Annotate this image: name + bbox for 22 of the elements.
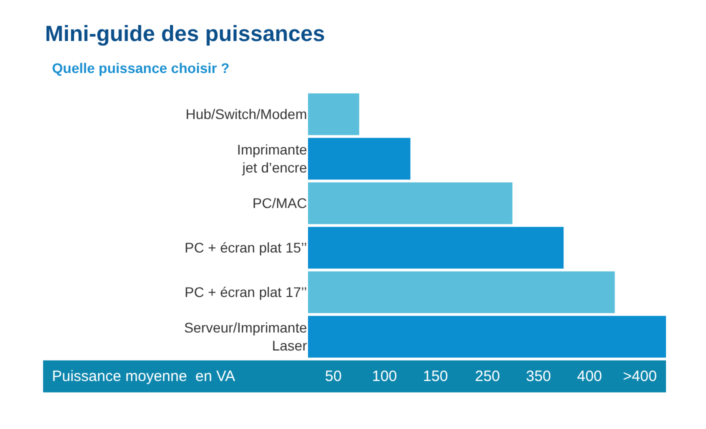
text: Quelle puissance choisir ? (52, 60, 230, 76)
chart-title: Mini-guide des puissances (45, 21, 325, 46)
bar (308, 93, 360, 136)
y-tick-label: Imprimante jet d’encre (236, 142, 308, 176)
y-tick-label: Hub/Switch/Modem (186, 106, 307, 122)
text: 400 (577, 368, 602, 385)
bar (308, 226, 564, 269)
y-tick-label: PC + écran plat 15’’ (184, 240, 307, 256)
bar (308, 271, 615, 314)
text: 150 (423, 368, 448, 385)
y-tick-label: PC + écran plat 17’’ (184, 284, 307, 300)
text: 100 (372, 368, 398, 385)
y-tick-label: Serveur/Imprimante Laser (184, 320, 308, 354)
bar (308, 316, 666, 358)
x-axis-title: Puissance moyenne en VA (52, 368, 236, 385)
text: 250 (475, 368, 500, 385)
bar (308, 182, 512, 224)
text: 50 (325, 368, 342, 385)
text: 350 (526, 368, 552, 385)
bar (308, 138, 410, 180)
text: >400 (623, 368, 657, 385)
y-tick-label: PC/MAC (252, 195, 307, 212)
